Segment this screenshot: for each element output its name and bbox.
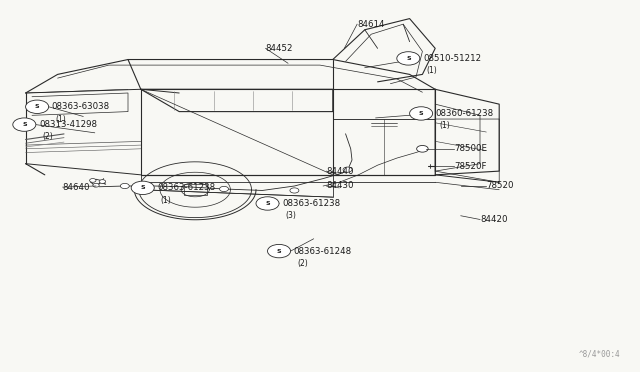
Text: ^8/4*00:4: ^8/4*00:4	[579, 350, 621, 359]
Circle shape	[410, 107, 433, 120]
Circle shape	[268, 244, 291, 258]
Text: S: S	[22, 122, 27, 127]
Text: 78520F: 78520F	[454, 162, 487, 171]
Text: S: S	[35, 104, 40, 109]
Text: 84640: 84640	[63, 183, 90, 192]
Text: (2): (2)	[297, 259, 308, 268]
Text: S: S	[406, 56, 411, 61]
Circle shape	[99, 180, 106, 183]
Circle shape	[220, 186, 228, 192]
Text: 08360-61238: 08360-61238	[436, 109, 494, 118]
Text: (1): (1)	[426, 66, 437, 75]
Text: 84420: 84420	[480, 215, 508, 224]
Text: 84430: 84430	[326, 182, 354, 190]
Circle shape	[90, 179, 96, 182]
Text: (1): (1)	[55, 115, 66, 124]
Text: S: S	[276, 248, 282, 254]
Text: 84452: 84452	[266, 44, 293, 53]
Text: 08363-61238: 08363-61238	[282, 199, 340, 208]
Text: S: S	[419, 111, 424, 116]
Circle shape	[13, 118, 36, 131]
Text: 08363-61238: 08363-61238	[157, 183, 216, 192]
Text: 08363-61248: 08363-61248	[294, 247, 352, 256]
Circle shape	[343, 167, 352, 172]
Text: 78500E: 78500E	[454, 144, 488, 153]
Text: S: S	[140, 185, 145, 190]
Circle shape	[120, 183, 129, 189]
Text: 84614: 84614	[357, 20, 385, 29]
Text: 08363-63038: 08363-63038	[52, 102, 110, 111]
Circle shape	[93, 183, 99, 187]
Text: (1): (1)	[161, 196, 172, 205]
Text: (1): (1)	[439, 121, 450, 130]
Text: 08510-51212: 08510-51212	[423, 54, 481, 63]
Circle shape	[397, 52, 420, 65]
Text: (2): (2)	[42, 132, 53, 141]
Text: (3): (3)	[285, 211, 296, 220]
Circle shape	[131, 181, 154, 195]
Circle shape	[417, 145, 428, 152]
Text: 08313-41298: 08313-41298	[39, 120, 97, 129]
Text: 78520: 78520	[486, 182, 514, 190]
Text: S: S	[265, 201, 270, 206]
Circle shape	[26, 100, 49, 113]
Circle shape	[290, 188, 299, 193]
Circle shape	[256, 197, 279, 210]
Text: 84440: 84440	[326, 167, 354, 176]
